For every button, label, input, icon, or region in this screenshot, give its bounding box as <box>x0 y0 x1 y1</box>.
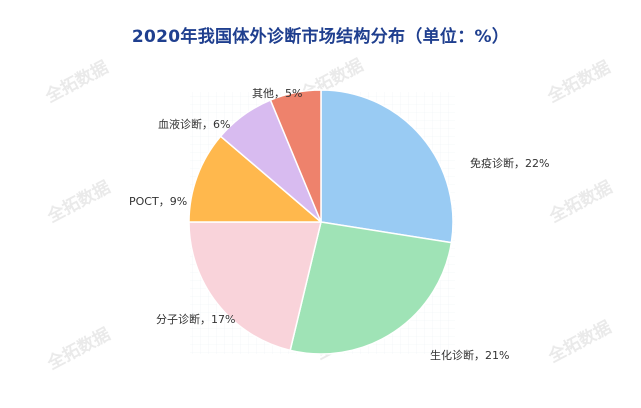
chart-title: 2020年我国体外诊断市场结构分布（单位：%） <box>131 27 510 47</box>
pie-slice-1 <box>289 221 453 355</box>
pie-slice-2 <box>188 221 322 352</box>
pie-slice-0 <box>320 89 454 244</box>
slice-label-3: POCT，9% <box>129 195 187 208</box>
pie-slice-5 <box>269 89 322 223</box>
slice-label-5: 其他，5% <box>252 87 302 100</box>
pie-slice-3 <box>188 135 324 223</box>
slice-label-2: 分子诊断，17% <box>156 312 235 326</box>
slice-label-4: 血液诊断，6% <box>158 117 230 131</box>
slice-label-1: 生化诊断，21% <box>430 348 509 362</box>
slice-label-0: 免疫诊断，22% <box>470 156 549 170</box>
pie-labels: 免疫诊断，22% 生化诊断，21% 分子诊断，17% POCT，9% 血液诊断，6% 其他… <box>129 87 549 362</box>
pie-slices <box>188 89 454 355</box>
